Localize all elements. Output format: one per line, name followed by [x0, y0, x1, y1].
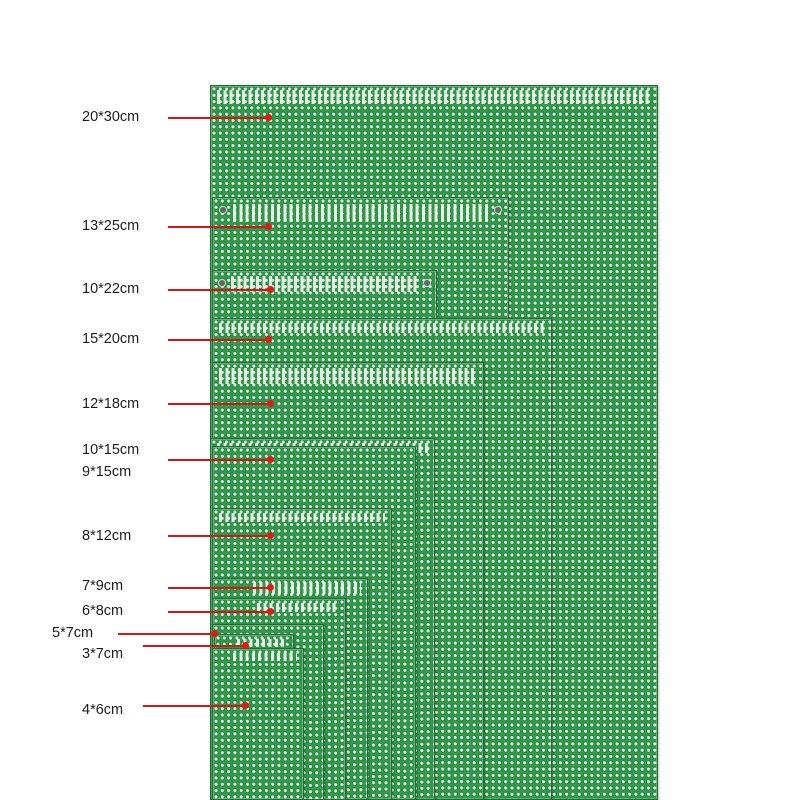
board-edge-pins	[219, 323, 545, 333]
leader-dot	[267, 608, 274, 615]
size-label-10x15: 10*15cm	[82, 442, 140, 458]
size-label-9x15: 9*15cm	[82, 464, 132, 480]
leader-dot	[242, 642, 249, 649]
size-label-5x7: 5*7cm	[52, 625, 94, 641]
mounting-hole	[494, 206, 502, 214]
leader-line	[168, 459, 270, 461]
leader-line	[143, 705, 245, 707]
leader-line	[168, 535, 270, 537]
leader-dot	[265, 336, 272, 343]
size-label-13x25: 13*25cm	[82, 218, 140, 234]
mounting-hole	[423, 279, 431, 287]
board-edge-pins	[219, 513, 385, 522]
leader-dot	[265, 223, 272, 230]
size-label-8x12: 8*12cm	[82, 528, 132, 544]
board-edge-pins	[257, 603, 339, 612]
mounting-hole	[218, 279, 226, 287]
size-label-10x22: 10*22cm	[82, 281, 140, 297]
leader-line	[168, 339, 268, 341]
board-edge-pins	[217, 90, 651, 104]
leader-dot	[265, 114, 272, 121]
leader-line	[168, 226, 268, 228]
board-edge-pins	[233, 653, 297, 661]
board-edge-pins	[233, 204, 488, 222]
size-label-12x18: 12*18cm	[82, 396, 140, 412]
leader-line	[168, 117, 268, 119]
leader-dot	[267, 400, 274, 407]
leader-dot	[267, 532, 274, 539]
leader-line	[118, 633, 214, 635]
leader-line	[168, 587, 270, 589]
leader-line	[168, 289, 270, 291]
size-label-20x30: 20*30cm	[82, 109, 140, 125]
size-label-6x8: 6*8cm	[82, 603, 124, 619]
leader-dot	[267, 286, 274, 293]
leader-dot	[267, 456, 274, 463]
leader-dot	[267, 584, 274, 591]
leader-line	[143, 645, 245, 647]
pcb-board-4x6	[212, 648, 304, 800]
leader-line	[168, 403, 270, 405]
mounting-hole	[219, 206, 227, 214]
size-label-4x6: 4*6cm	[82, 702, 124, 718]
leader-dot	[211, 630, 218, 637]
board-edge-pins	[237, 639, 287, 647]
board-edge-pins	[253, 582, 361, 594]
board-edge-pins	[219, 368, 477, 384]
leader-line	[168, 611, 270, 613]
board-edge-pins	[231, 276, 418, 292]
size-label-7x9: 7*9cm	[82, 578, 124, 594]
size-label-15x20: 15*20cm	[82, 331, 140, 347]
size-label-3x7: 3*7cm	[82, 646, 124, 662]
leader-dot	[242, 702, 249, 709]
